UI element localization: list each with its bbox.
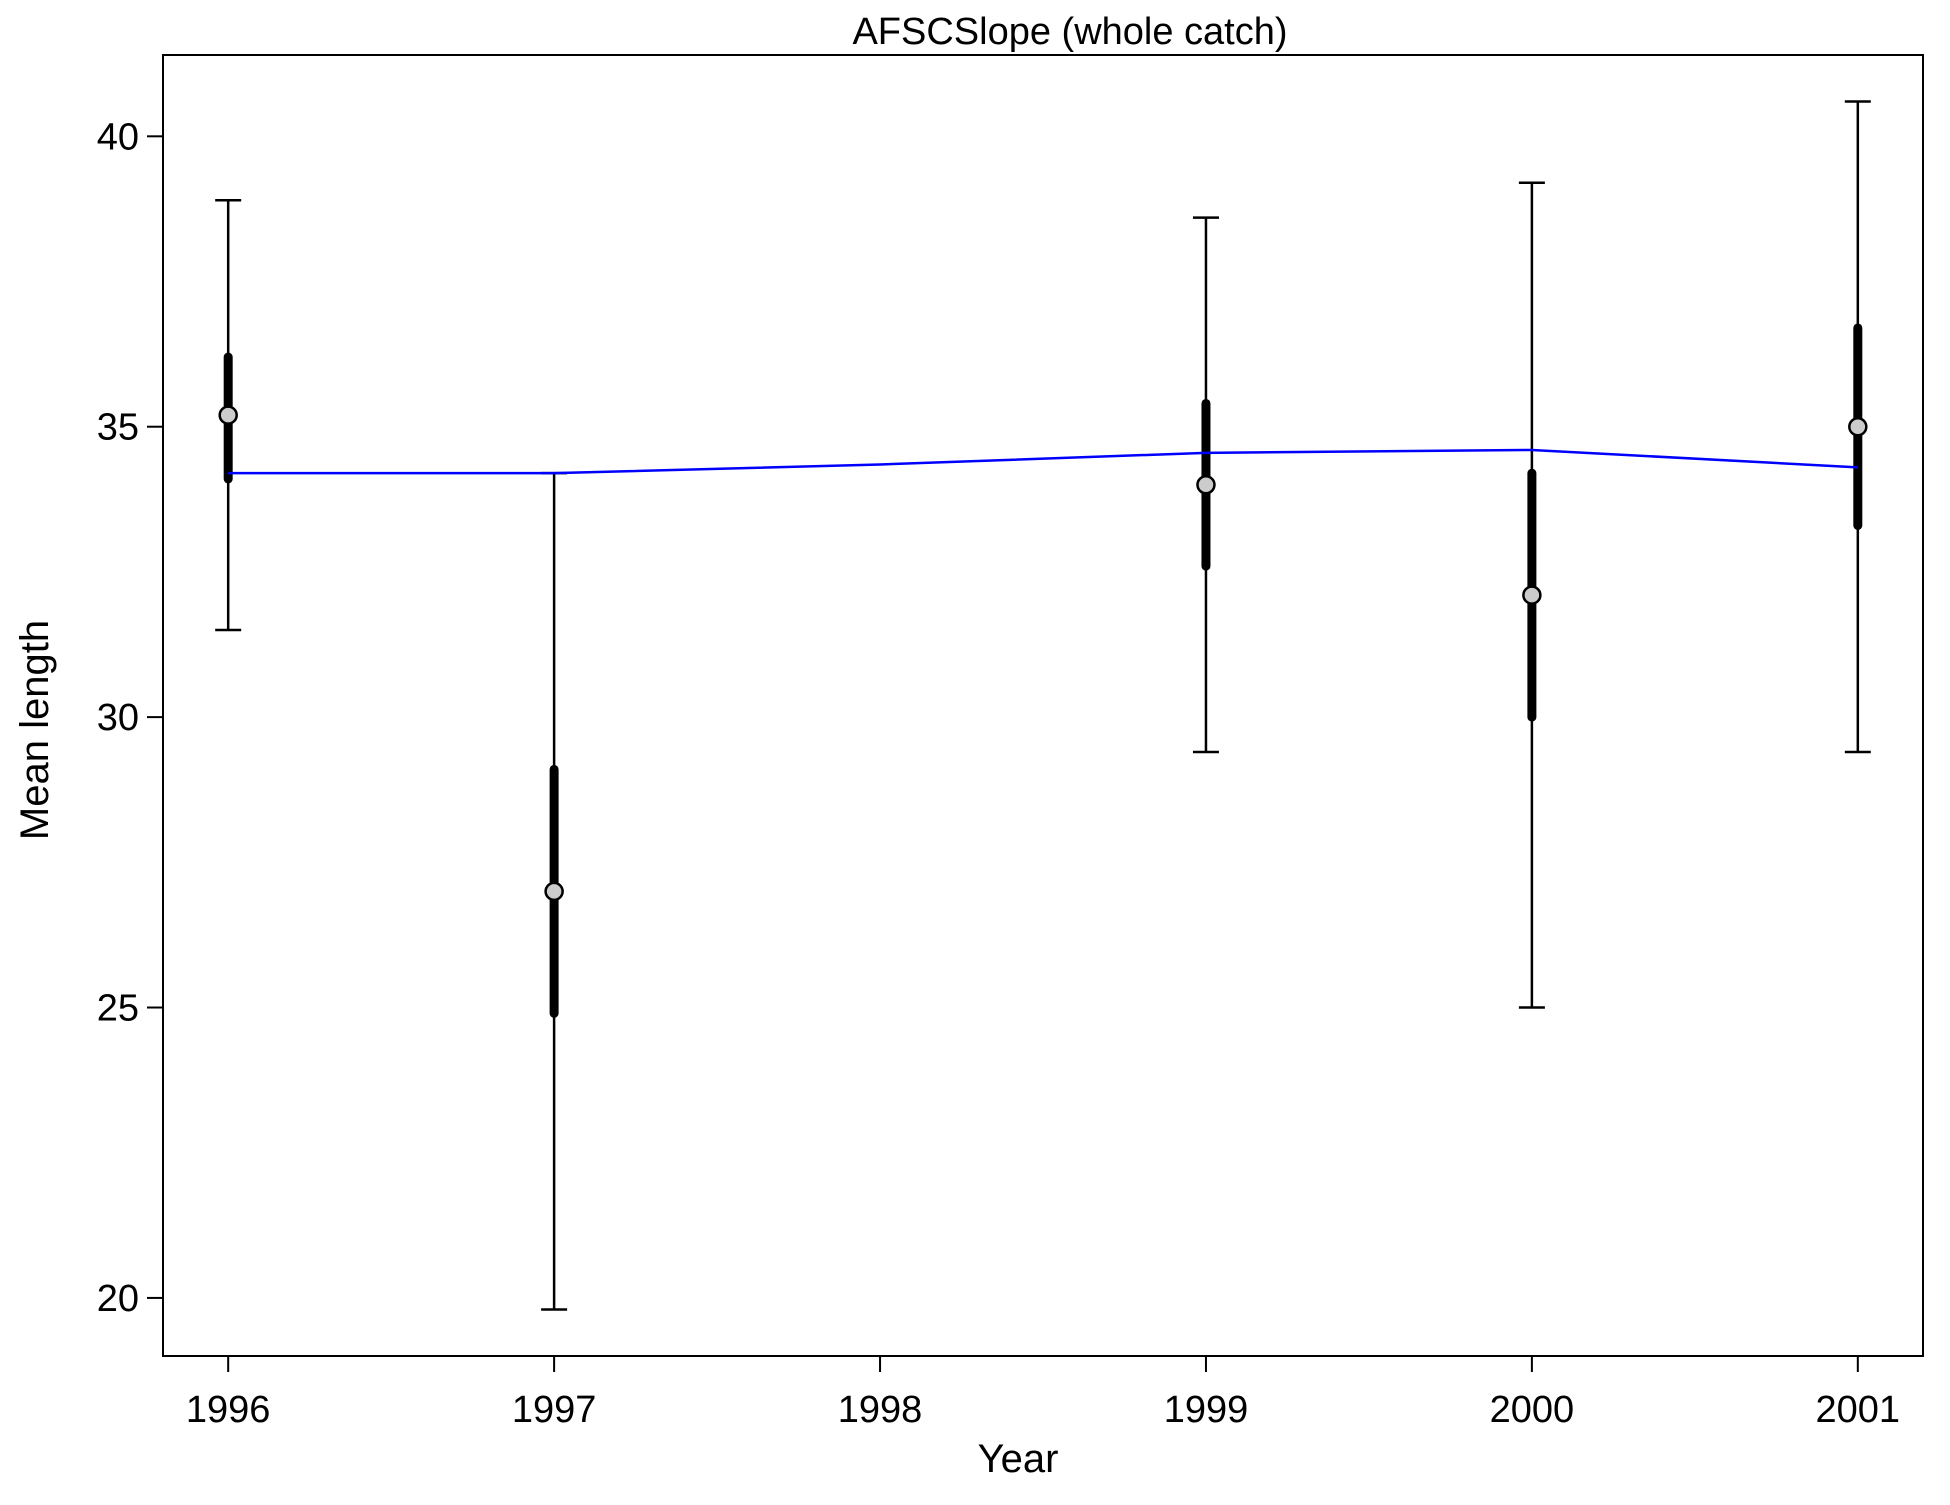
- x-tick-label: 1998: [838, 1389, 923, 1431]
- y-axis-label: Mean length: [13, 620, 57, 840]
- chart-title: AFSCSlope (whole catch): [852, 11, 1287, 53]
- x-tick-label: 2001: [1816, 1389, 1901, 1431]
- plot-frame: [162, 54, 1924, 1357]
- x-tick-label: 1997: [512, 1389, 597, 1431]
- x-tick-label: 2000: [1490, 1389, 1575, 1431]
- observed-point: [544, 881, 564, 902]
- expected-line: [228, 448, 1858, 475]
- x-axis-label: Year: [978, 1437, 1059, 1481]
- y-tick-label: 20: [97, 1278, 139, 1320]
- observed-point: [218, 405, 238, 425]
- y-tick-label: 35: [97, 407, 139, 449]
- plot-area: 1996 1997 1998 1999 2000 2001 20 25 30 35 40: [97, 54, 1924, 1431]
- observed-point: [1848, 416, 1868, 437]
- x-tick-label: 1999: [1164, 1389, 1249, 1431]
- observed-point: [1196, 475, 1216, 495]
- y-tick-label: 30: [97, 697, 139, 739]
- observed-point: [1522, 585, 1542, 605]
- y-tick-label: 25: [97, 988, 139, 1030]
- y-tick-label: 40: [97, 116, 139, 158]
- x-tick-label: 1996: [186, 1389, 271, 1431]
